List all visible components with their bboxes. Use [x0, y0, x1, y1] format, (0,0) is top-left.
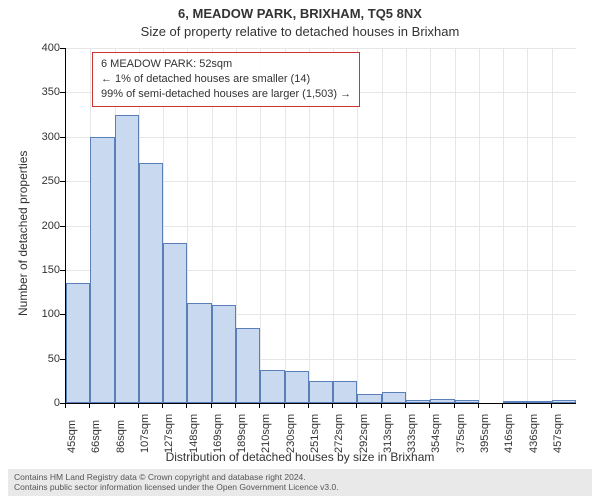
gridline-vertical: [479, 48, 480, 403]
gridline-vertical: [430, 48, 431, 403]
histogram-bar: [455, 400, 479, 403]
histogram-bar: [115, 115, 139, 403]
x-tick-mark: [405, 403, 406, 408]
histogram-bar: [552, 400, 576, 403]
y-tick-label: 400: [20, 42, 60, 54]
x-tick-mark: [332, 403, 333, 408]
y-tick-label: 350: [20, 86, 60, 98]
chart-subtitle: Size of property relative to detached ho…: [0, 24, 600, 39]
x-axis-label: Distribution of detached houses by size …: [0, 450, 600, 464]
histogram-bar: [503, 401, 527, 403]
x-tick-mark: [308, 403, 309, 408]
histogram-bar: [406, 400, 430, 403]
histogram-bar: [236, 328, 260, 403]
y-tick-label: 50: [20, 353, 60, 365]
x-tick-mark: [478, 403, 479, 408]
y-tick-label: 250: [20, 175, 60, 187]
footer-attribution: Contains HM Land Registry data © Crown c…: [8, 469, 592, 496]
y-tick-mark: [60, 314, 65, 315]
histogram-bar: [527, 401, 551, 403]
x-tick-mark: [186, 403, 187, 408]
gridline-vertical: [527, 48, 528, 403]
annotation-line-3: 99% of semi-detached houses are larger (…: [101, 87, 351, 102]
y-tick-mark: [60, 92, 65, 93]
x-tick-mark: [259, 403, 260, 408]
footer-line-1: Contains HM Land Registry data © Crown c…: [14, 472, 586, 483]
gridline-vertical: [406, 48, 407, 403]
chart-container: 6, MEADOW PARK, BRIXHAM, TQ5 8NX Size of…: [0, 0, 600, 500]
x-tick-mark: [138, 403, 139, 408]
x-tick-mark: [284, 403, 285, 408]
x-tick-mark: [454, 403, 455, 408]
gridline-vertical: [382, 48, 383, 403]
x-tick-mark: [211, 403, 212, 408]
x-tick-mark: [356, 403, 357, 408]
x-tick-mark: [526, 403, 527, 408]
y-tick-label: 0: [20, 397, 60, 409]
x-tick-mark: [502, 403, 503, 408]
histogram-bar: [260, 370, 284, 403]
footer-line-2: Contains public sector information licen…: [14, 482, 586, 493]
x-tick-mark: [65, 403, 66, 408]
x-tick-mark: [235, 403, 236, 408]
histogram-bar: [66, 283, 90, 403]
y-tick-label: 300: [20, 131, 60, 143]
histogram-bar: [285, 371, 309, 403]
gridline-vertical: [503, 48, 504, 403]
x-tick-mark: [162, 403, 163, 408]
histogram-bar: [430, 399, 454, 403]
histogram-bar: [163, 243, 187, 403]
y-tick-mark: [60, 137, 65, 138]
histogram-bar: [309, 381, 333, 403]
histogram-bar: [139, 163, 163, 403]
y-tick-label: 150: [20, 264, 60, 276]
x-tick-mark: [429, 403, 430, 408]
y-tick-mark: [60, 359, 65, 360]
annotation-line-1: 6 MEADOW PARK: 52sqm: [101, 57, 351, 72]
y-tick-mark: [60, 181, 65, 182]
histogram-bar: [333, 381, 357, 403]
x-tick-mark: [114, 403, 115, 408]
gridline-horizontal: [66, 48, 576, 49]
annotation-box: 6 MEADOW PARK: 52sqm ← 1% of detached ho…: [92, 52, 360, 107]
histogram-bar: [90, 137, 114, 403]
y-tick-label: 100: [20, 308, 60, 320]
x-tick-mark: [551, 403, 552, 408]
annotation-line-2: ← 1% of detached houses are smaller (14): [101, 72, 351, 87]
y-tick-mark: [60, 270, 65, 271]
histogram-bar: [187, 303, 211, 403]
histogram-bar: [212, 305, 236, 403]
chart-title: 6, MEADOW PARK, BRIXHAM, TQ5 8NX: [0, 6, 600, 21]
x-tick-mark: [381, 403, 382, 408]
y-tick-mark: [60, 48, 65, 49]
gridline-vertical: [455, 48, 456, 403]
gridline-horizontal: [66, 137, 576, 138]
histogram-bar: [382, 392, 406, 403]
y-tick-mark: [60, 226, 65, 227]
x-tick-mark: [89, 403, 90, 408]
histogram-bar: [357, 394, 381, 403]
gridline-vertical: [552, 48, 553, 403]
y-tick-label: 200: [20, 220, 60, 232]
